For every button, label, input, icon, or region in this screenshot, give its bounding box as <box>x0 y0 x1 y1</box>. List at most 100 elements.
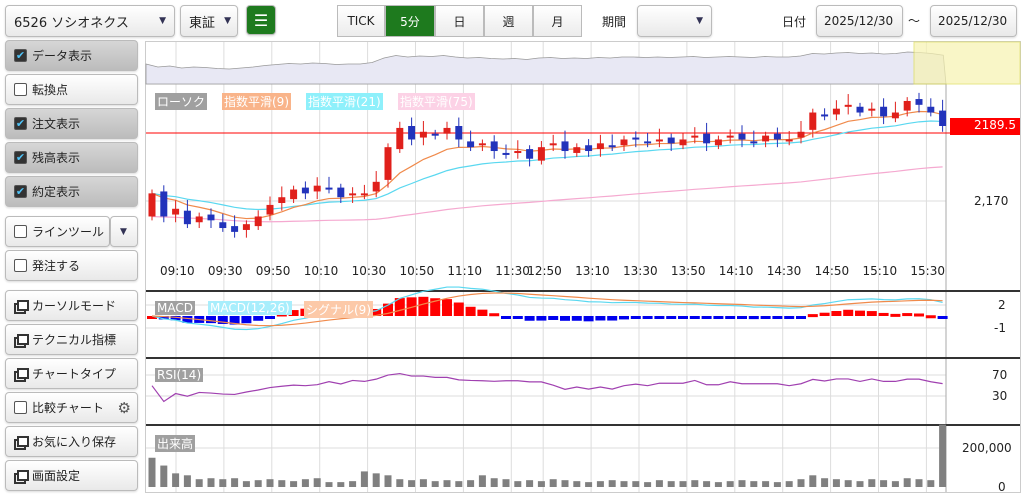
sidebar-item-8[interactable]: テクニカル指標 <box>5 324 138 355</box>
macd-histogram-bar <box>442 299 452 316</box>
candle <box>596 143 604 150</box>
sidebar-item-1[interactable]: 転換点 <box>5 74 138 105</box>
sidebar-item-11[interactable]: お気に入り保存 <box>5 426 138 457</box>
candle <box>903 100 911 111</box>
window-icon <box>14 470 29 484</box>
checkbox-icon[interactable]: ✔ <box>14 151 27 164</box>
macd-histogram-bar <box>465 306 476 316</box>
candle <box>396 127 404 150</box>
sidebar-item-6[interactable]: 発注する <box>5 250 138 281</box>
sidebar-item-10[interactable]: 比較チャート ⚙ <box>5 392 138 423</box>
list-icon: ☰ <box>253 10 269 30</box>
candle <box>868 108 876 111</box>
macd-histogram-bar <box>772 316 783 319</box>
checkbox-icon[interactable] <box>14 259 27 272</box>
candle <box>266 204 274 215</box>
ema9-line <box>151 110 943 220</box>
checkbox-icon[interactable] <box>14 401 27 414</box>
sidebar-item-2[interactable]: ✔ 注文表示 <box>5 108 138 139</box>
interval-tab-0[interactable]: TICK <box>337 5 385 37</box>
interval-tab-1[interactable]: 5分 <box>385 5 435 37</box>
volume-bar <box>821 478 829 487</box>
time-label: 15:10 <box>862 264 898 278</box>
candle <box>726 135 734 138</box>
macd-histogram-bar <box>453 302 464 316</box>
price-tick: 2,170 <box>974 194 1009 208</box>
volume-bar <box>231 478 239 487</box>
volume-bar <box>431 481 439 487</box>
checkbox-icon[interactable] <box>14 225 27 238</box>
overview-range-handle[interactable] <box>913 41 1021 85</box>
sidebar-item-5[interactable]: ラインツール <box>5 216 110 247</box>
macd-histogram-bar <box>229 316 240 325</box>
macd-histogram-bar <box>583 316 594 322</box>
sidebar-item-0[interactable]: ✔ データ表示 <box>5 40 138 71</box>
macd-tick: 2 <box>998 298 1006 312</box>
volume-bar <box>443 480 451 487</box>
sidebar-item-12[interactable]: 画面設定 <box>5 460 138 491</box>
macd-histogram-bar <box>206 316 216 324</box>
rsi-tick: 30 <box>992 389 1008 403</box>
interval-tab-3[interactable]: 週 <box>484 5 533 37</box>
volume-label: 出来高 <box>155 435 196 452</box>
volume-bar <box>832 479 840 487</box>
candle <box>797 131 805 138</box>
date-from-input[interactable]: 2025/12/30 <box>816 5 903 37</box>
rsi-label: RSI(14) <box>155 368 204 382</box>
volume-bar <box>514 481 522 487</box>
macd-histogram-bar <box>748 316 759 320</box>
volume-bar <box>903 478 911 487</box>
time-label: 14:10 <box>718 264 754 278</box>
macd-histogram-bar <box>217 316 228 324</box>
macd-histogram-bar <box>796 316 806 319</box>
period-select[interactable]: ▼ <box>637 5 712 37</box>
gear-icon[interactable]: ⚙ <box>117 398 131 417</box>
sidebar-item-9[interactable]: チャートタイプ <box>5 358 138 389</box>
line-tool-dropdown[interactable]: ▼ <box>110 216 138 247</box>
date-label: 日付 <box>782 15 807 29</box>
candle <box>443 127 451 134</box>
date-to-input[interactable]: 2025/12/30 <box>930 5 1017 37</box>
candle <box>785 139 793 142</box>
candle <box>844 104 852 107</box>
checkbox-icon[interactable]: ✔ <box>14 185 27 198</box>
candle <box>502 152 510 155</box>
window-icon <box>14 436 29 450</box>
sidebar-item-label: お気に入り保存 <box>32 435 117 449</box>
volume-bar <box>325 482 333 487</box>
sidebar-item-3[interactable]: ✔ 残高表示 <box>5 142 138 173</box>
macd-histogram-bar <box>477 309 488 316</box>
candle <box>231 226 239 232</box>
sidebar-item-4[interactable]: ✔ 約定表示 <box>5 176 138 207</box>
interval-tab-4[interactable]: 月 <box>533 5 582 37</box>
macd-signal-label: シグナル(9) <box>304 301 373 318</box>
checkbox-icon[interactable]: ✔ <box>14 117 27 130</box>
candle <box>514 151 522 154</box>
interval-tab-2[interactable]: 日 <box>435 5 484 37</box>
sidebar-item-label: 転換点 <box>32 83 69 97</box>
candle <box>419 131 427 138</box>
symbol-select[interactable]: 6526 ソシオネクス ▼ <box>5 5 175 37</box>
volume-bar <box>207 478 215 487</box>
macd-histogram-bar <box>878 312 889 316</box>
volume-bar <box>502 479 510 487</box>
rsi-line <box>151 372 943 403</box>
checkbox-icon[interactable]: ✔ <box>14 49 27 62</box>
market-select[interactable]: 東証 ▼ <box>180 5 238 37</box>
legend-ema75: 指数平滑(75) <box>398 93 475 110</box>
checkbox-icon[interactable] <box>14 83 27 96</box>
volume-bar <box>301 479 309 487</box>
candle <box>773 133 781 140</box>
menu-list-button[interactable]: ☰ <box>246 5 276 35</box>
volume-bar <box>844 480 852 487</box>
candle <box>655 139 663 142</box>
macd-histogram-bar <box>831 311 842 316</box>
candle <box>467 141 475 148</box>
sidebar-item-label: カーソルモード <box>32 299 117 313</box>
macd-histogram-bar <box>784 316 795 319</box>
candle <box>372 181 380 192</box>
sidebar-item-7[interactable]: カーソルモード <box>5 290 138 321</box>
candle <box>337 187 345 198</box>
macd-histogram-bar <box>548 316 559 320</box>
